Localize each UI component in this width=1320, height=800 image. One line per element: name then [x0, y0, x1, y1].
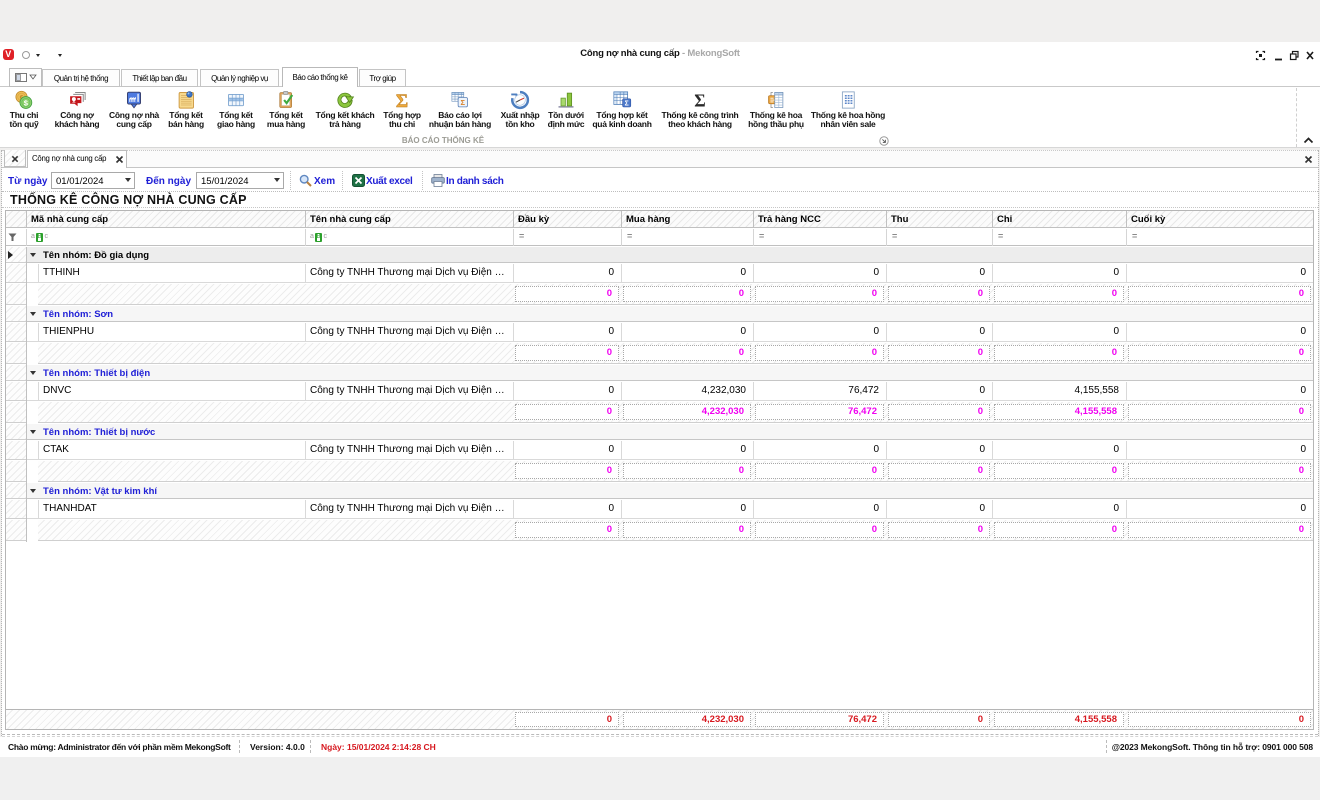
svg-text:Σ: Σ [694, 90, 705, 110]
svg-text:$: $ [24, 98, 29, 107]
svg-text:Σ: Σ [461, 98, 466, 107]
svg-text:Σ: Σ [396, 91, 408, 110]
svg-text:Σ: Σ [625, 100, 629, 107]
